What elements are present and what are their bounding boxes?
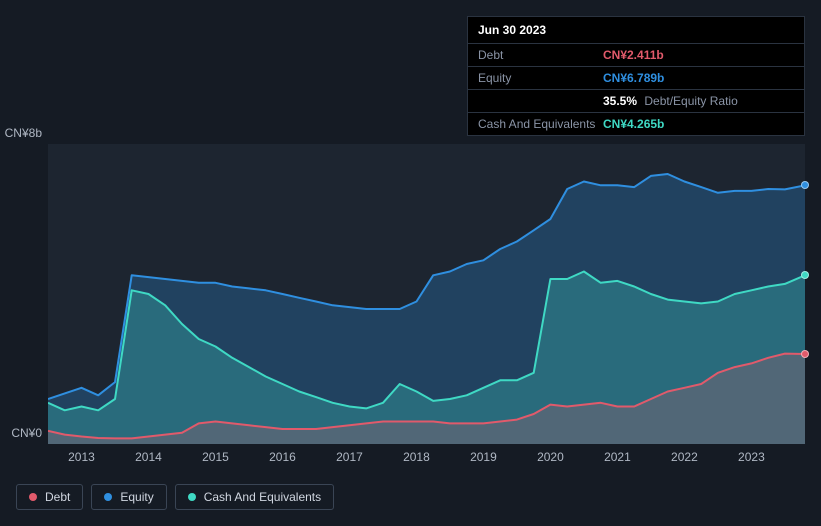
- tooltip-row-extra: Debt/Equity Ratio: [641, 94, 738, 108]
- legend-dot-icon: [104, 493, 112, 501]
- tooltip-row: EquityCN¥6.789b: [468, 67, 804, 90]
- chart-plot-area[interactable]: [48, 144, 805, 444]
- tooltip-date: Jun 30 2023: [468, 17, 804, 44]
- tooltip-row-label: Debt: [478, 48, 603, 62]
- y-axis-label: CN¥0: [2, 426, 42, 440]
- legend-label: Equity: [120, 490, 153, 504]
- end-marker: [801, 181, 809, 189]
- x-axis-label: 2017: [336, 450, 363, 464]
- area-chart-svg: [48, 144, 805, 444]
- legend-item-equity[interactable]: Equity: [91, 484, 166, 510]
- y-axis-label: CN¥8b: [2, 126, 42, 140]
- end-marker: [801, 271, 809, 279]
- x-axis-label: 2023: [738, 450, 765, 464]
- legend-item-debt[interactable]: Debt: [16, 484, 83, 510]
- tooltip-row-label: [478, 94, 603, 108]
- legend: Debt Equity Cash And Equivalents: [16, 484, 334, 510]
- x-axis-label: 2020: [537, 450, 564, 464]
- end-marker: [801, 350, 809, 358]
- x-axis-label: 2013: [68, 450, 95, 464]
- x-axis-label: 2021: [604, 450, 631, 464]
- x-axis-label: 2015: [202, 450, 229, 464]
- x-axis-label: 2022: [671, 450, 698, 464]
- tooltip-row-label: Equity: [478, 71, 603, 85]
- chart-container: CN¥8bCN¥0 201320142015201620172018201920…: [16, 120, 805, 510]
- legend-dot-icon: [29, 493, 37, 501]
- x-axis-label: 2014: [135, 450, 162, 464]
- tooltip-panel: Jun 30 2023 DebtCN¥2.411bEquityCN¥6.789b…: [467, 16, 805, 136]
- legend-label: Cash And Equivalents: [204, 490, 321, 504]
- legend-dot-icon: [188, 493, 196, 501]
- legend-item-cash-and-equivalents[interactable]: Cash And Equivalents: [175, 484, 334, 510]
- tooltip-row-value: CN¥2.411b: [603, 48, 664, 62]
- x-axis-labels: 2013 2014 2015 2016 2017 2018 2019 2020 2021 2022…: [48, 450, 805, 470]
- tooltip-row-value: CN¥6.789b: [603, 71, 664, 85]
- legend-label: Debt: [45, 490, 70, 504]
- tooltip-row: 35.5% Debt/Equity Ratio: [468, 90, 804, 113]
- x-axis-label: 2018: [403, 450, 430, 464]
- tooltip-row-value: 35.5% Debt/Equity Ratio: [603, 94, 738, 108]
- tooltip-row: DebtCN¥2.411b: [468, 44, 804, 67]
- x-axis-label: 2019: [470, 450, 497, 464]
- x-axis-label: 2016: [269, 450, 296, 464]
